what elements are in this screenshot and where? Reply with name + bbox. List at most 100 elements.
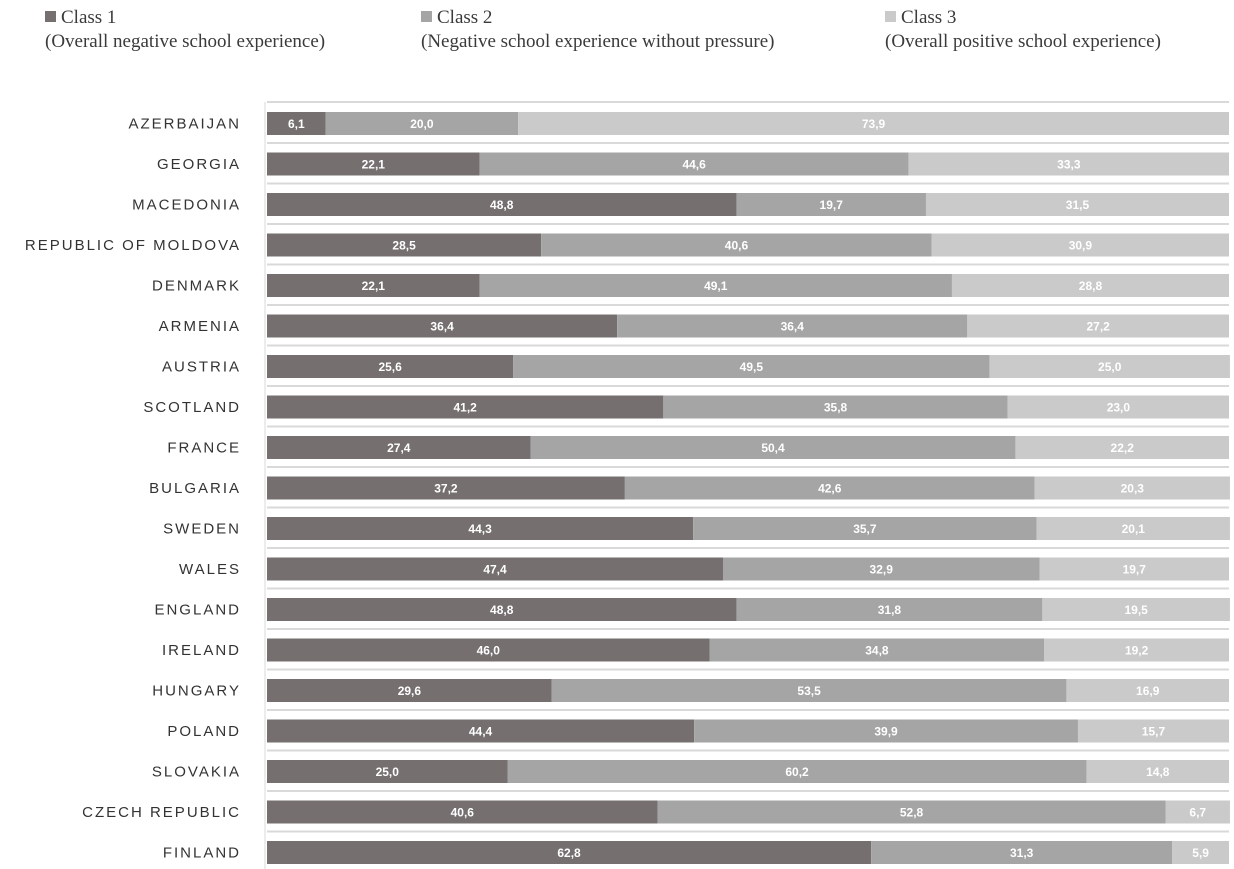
data-label: 49,1 — [704, 279, 728, 293]
bar-segment-class-3 — [908, 152, 1229, 176]
bar-segment-class-1 — [267, 841, 872, 864]
bar-segment-class-2 — [551, 679, 1067, 702]
bar-segment-class-3 — [1042, 598, 1230, 621]
data-label: 28,8 — [1079, 279, 1103, 293]
legend-series-name: Class 3 — [901, 7, 957, 28]
bar-segment-class-2 — [541, 233, 932, 257]
bar-segment-class-3 — [1015, 436, 1229, 459]
data-label: 46,0 — [477, 644, 501, 658]
bar-segment-class-2 — [657, 800, 1166, 824]
data-label: 44,6 — [682, 158, 706, 172]
bar-segment-class-2 — [663, 395, 1008, 419]
bar-segment-class-3 — [1039, 557, 1229, 581]
bar-segment-class-2 — [871, 841, 1173, 864]
data-label: 47,4 — [483, 563, 507, 577]
data-label: 48,8 — [490, 603, 514, 617]
data-label: 44,3 — [468, 522, 492, 536]
data-label: 25,6 — [378, 360, 402, 374]
category-label: CZECH REPUBLIC — [82, 804, 241, 821]
data-label: 52,8 — [900, 806, 924, 820]
data-label: 34,8 — [865, 644, 889, 658]
data-label: 48,8 — [490, 198, 514, 212]
legend-swatch — [885, 11, 896, 22]
legend-item-class-3: Class 3 (Overall positive school experien… — [885, 6, 1161, 54]
bar-segment-class-1 — [267, 476, 625, 500]
bar-segment-class-1 — [267, 314, 618, 338]
legend-series-description: (Overall positive school experience) — [885, 31, 1161, 52]
bar-segment-class-1 — [267, 395, 664, 419]
bar-segment-class-2 — [325, 112, 519, 135]
category-label: GEORGIA — [157, 156, 241, 173]
data-label: 19,7 — [1123, 563, 1147, 577]
bar-segment-class-1 — [267, 152, 480, 176]
bar-segment-class-1 — [267, 719, 695, 743]
category-label: IRELAND — [162, 642, 241, 659]
data-label: 19,7 — [820, 198, 844, 212]
data-label: 23,0 — [1107, 401, 1131, 415]
bar-segment-class-3 — [1077, 719, 1229, 743]
bar-segment-class-1 — [267, 233, 542, 257]
legend-item-class-2: Class 2 (Negative school experience witho… — [421, 6, 774, 54]
bar-segment-class-1 — [267, 800, 658, 824]
category-label: REPUBLIC OF MOLDOVA — [25, 237, 241, 254]
bar-segment-class-2 — [507, 760, 1087, 783]
category-label: WALES — [179, 561, 241, 578]
data-label: 5,9 — [1192, 846, 1209, 860]
category-label: AUSTRIA — [162, 359, 241, 376]
data-label: 31,5 — [1066, 198, 1090, 212]
data-label: 42,6 — [818, 482, 842, 496]
data-label: 73,9 — [862, 117, 886, 131]
bar-segment-class-1 — [267, 112, 326, 135]
data-label: 22,1 — [362, 279, 386, 293]
bar-segment-class-2 — [736, 193, 926, 216]
data-label: 60,2 — [785, 765, 809, 779]
bar-segment-class-3 — [1036, 517, 1230, 540]
category-label: MACEDONIA — [132, 197, 241, 214]
bar-segment-class-3 — [925, 193, 1229, 216]
data-label: 19,5 — [1124, 603, 1148, 617]
data-label: 35,7 — [853, 522, 877, 536]
data-label: 37,2 — [434, 482, 458, 496]
data-label: 36,4 — [781, 320, 805, 334]
bar-segment-class-2 — [722, 557, 1040, 581]
bars: 6,1 20,0 73,9 22,1 44,6 33,3 48,8 19,7 31,5 28,5 4… — [267, 112, 1230, 864]
bar-segment-class-2 — [624, 476, 1035, 500]
bar-segment-class-2 — [693, 517, 1037, 540]
data-label: 36,4 — [430, 320, 454, 334]
legend-swatch — [421, 11, 432, 22]
legend-series-description: (Overall negative school experience) — [45, 31, 326, 52]
category-label: ARMENIA — [159, 318, 241, 335]
bar-segment-class-2 — [736, 598, 1043, 621]
bar-segment-class-1 — [267, 436, 531, 459]
category-label: FRANCE — [167, 440, 241, 457]
legend-series-description: (Negative school experience without pres… — [421, 31, 775, 52]
bar-segment-class-2 — [479, 152, 909, 176]
data-label: 22,2 — [1111, 441, 1135, 455]
data-label: 6,1 — [288, 117, 305, 131]
data-label: 49,5 — [740, 360, 764, 374]
category-label: AZERBAIJAN — [128, 116, 241, 133]
data-label: 27,4 — [387, 441, 411, 455]
data-label: 50,4 — [761, 441, 785, 455]
data-label: 33,3 — [1057, 158, 1081, 172]
bar-segment-class-3 — [1034, 476, 1230, 500]
data-label: 25,0 — [376, 765, 400, 779]
data-label: 31,8 — [878, 603, 902, 617]
bar-segment-class-3 — [1044, 638, 1229, 662]
bar-segment-class-2 — [530, 436, 1016, 459]
category-label: SWEDEN — [163, 521, 241, 538]
data-label: 44,4 — [469, 725, 493, 739]
bar-segment-class-1 — [267, 517, 694, 540]
bar-segment-class-1 — [267, 355, 514, 378]
bar-segment-class-3 — [1165, 800, 1230, 824]
data-label: 40,6 — [451, 806, 475, 820]
data-label: 14,8 — [1146, 765, 1170, 779]
bar-segment-class-3 — [1172, 841, 1229, 864]
data-label: 6,7 — [1189, 806, 1206, 820]
bar-segment-class-1 — [267, 598, 737, 621]
data-label: 30,9 — [1069, 239, 1093, 253]
data-label: 20,1 — [1122, 522, 1146, 536]
bar-segment-class-2 — [513, 355, 990, 378]
bar-segment-class-3 — [1007, 395, 1229, 419]
